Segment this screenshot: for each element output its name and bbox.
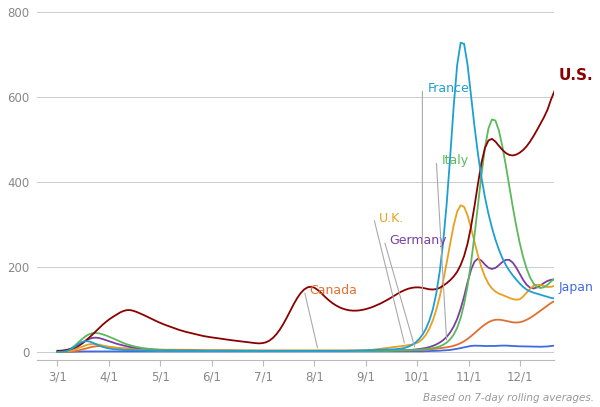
Text: U.K.: U.K. [379,212,404,225]
Text: Germany: Germany [389,234,447,247]
Text: Canada: Canada [310,284,357,297]
Text: Italy: Italy [442,154,469,167]
Text: France: France [428,82,469,95]
Text: Based on 7-day rolling averages.: Based on 7-day rolling averages. [423,393,594,403]
Text: U.S.: U.S. [559,68,593,83]
Text: Japan: Japan [559,281,593,294]
